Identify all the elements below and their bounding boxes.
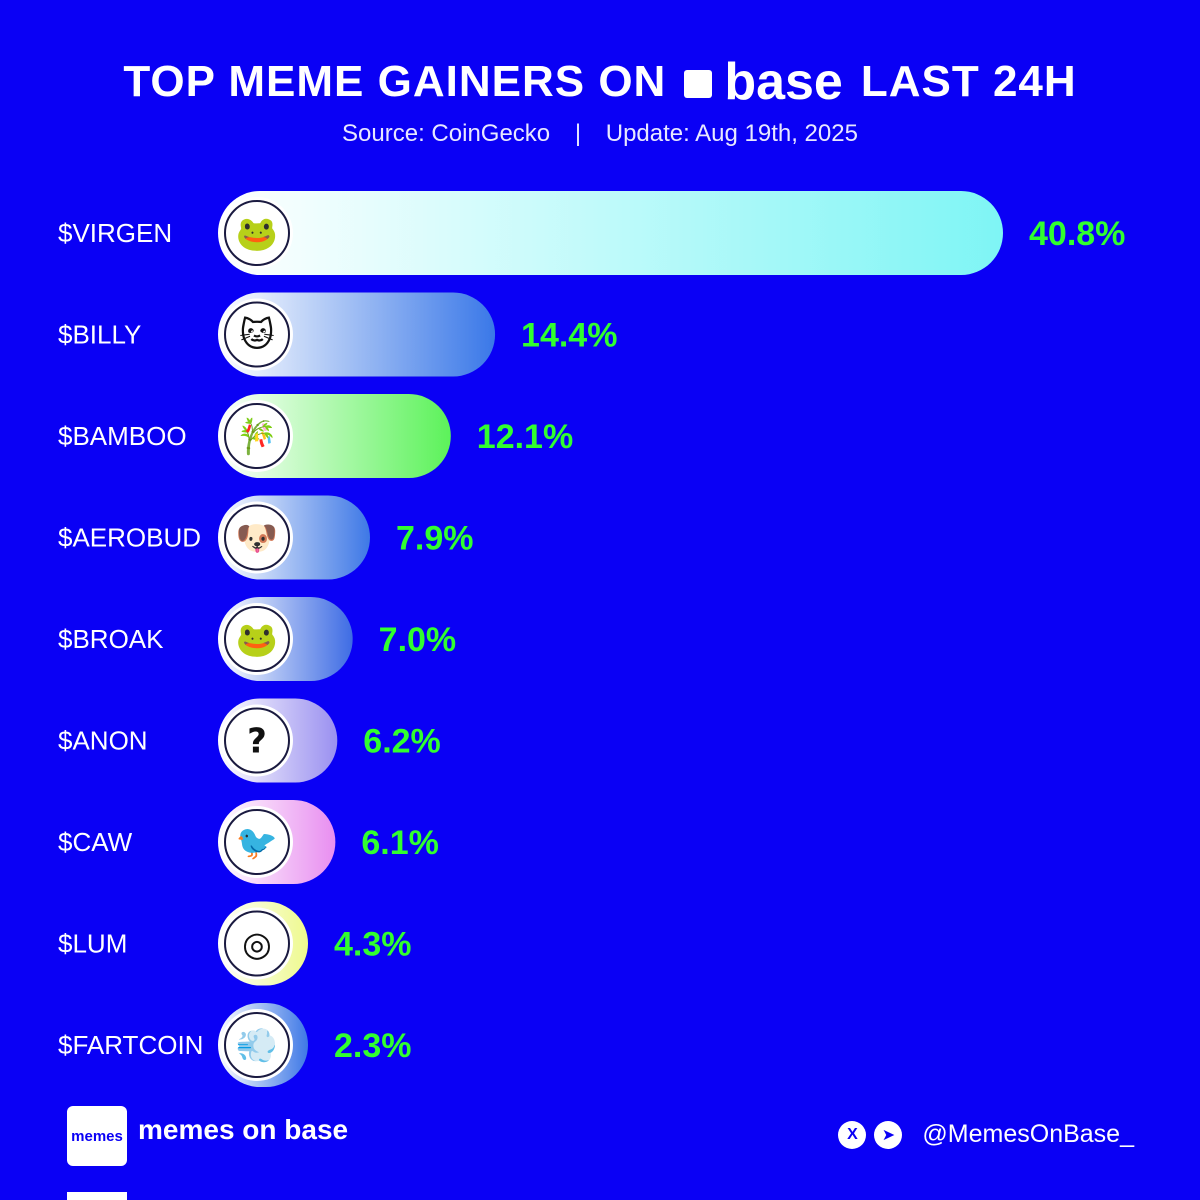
social-handle[interactable]: @MemesOnBase_ xyxy=(922,1120,1134,1148)
blue-cat-icon xyxy=(224,301,290,368)
bar xyxy=(218,191,1003,275)
coin-icon-glyph: ? xyxy=(247,722,267,762)
category-label: $BILLY xyxy=(58,320,141,350)
crow-icon xyxy=(224,809,290,875)
coin-icon-glyph: 🐦 xyxy=(236,823,278,863)
coin-icon-glyph: 🐶 xyxy=(236,519,278,559)
coin-icon-glyph: 💨 xyxy=(236,1026,278,1066)
value-label: 7.0% xyxy=(379,621,457,659)
coin-icon-glyph: ◎ xyxy=(242,925,272,965)
footer-brand: memes on base xyxy=(138,1114,349,1145)
category-label: $BROAK xyxy=(58,624,164,654)
spiral-icon xyxy=(224,910,290,977)
category-label: $FARTCOIN xyxy=(58,1030,203,1060)
title-brand: base xyxy=(724,53,843,111)
category-label: $LUM xyxy=(58,929,127,959)
coin-icon-glyph: 🐸 xyxy=(236,214,278,254)
bar-row-fartcoin: $FARTCOIN 💨 2.3% xyxy=(58,1003,412,1087)
title-suffix: LAST 24H xyxy=(860,57,1077,106)
value-label: 14.4% xyxy=(521,317,617,355)
dog-icon xyxy=(224,504,290,571)
update-text: Update: Aug 19th, 2025 xyxy=(605,120,858,147)
telegram-icon[interactable]: ➤ xyxy=(874,1120,903,1149)
coin-icon-glyph: 🎋 xyxy=(236,417,278,457)
bar-row-aerobud: $AEROBUD 🐶 7.9% xyxy=(58,495,474,580)
value-label: 7.9% xyxy=(396,520,474,558)
memes-logo-text: memes xyxy=(71,1127,123,1145)
bar-row-caw: $CAW 🐦 6.1% xyxy=(58,800,439,884)
category-label: $ANON xyxy=(58,726,148,756)
bar-row-broak: $BROAK 🐸 7.0% xyxy=(58,597,456,681)
value-label: 4.3% xyxy=(334,926,412,964)
chart-subtitle: Source: CoinGecko | Update: Aug 19th, 20… xyxy=(0,120,1200,148)
category-label: $VIRGEN xyxy=(58,218,172,248)
base-logo-icon xyxy=(684,70,713,98)
pepe-tuxedo-icon xyxy=(224,200,290,266)
value-label: 40.8% xyxy=(1029,215,1125,253)
bar xyxy=(218,292,496,377)
category-label: $CAW xyxy=(58,827,133,857)
question-mark-icon xyxy=(224,707,290,774)
bar-row-lum: $LUM ◎ 4.3% xyxy=(58,901,412,986)
category-label: $AEROBUD xyxy=(58,523,201,553)
subtitle-separator: | xyxy=(574,120,582,147)
coin-icon-glyph: 🐱 xyxy=(239,316,274,356)
bar-row-bamboo: $BAMBOO 🎋 12.1% xyxy=(58,394,573,478)
bar-row-virgen: $VIRGEN 🐸 40.8% xyxy=(58,191,1125,275)
category-label: $BAMBOO xyxy=(58,421,187,451)
value-label: 6.2% xyxy=(363,723,441,761)
source-text: Source: CoinGecko xyxy=(342,120,551,147)
value-label: 12.1% xyxy=(477,418,573,456)
x-icon[interactable]: X xyxy=(838,1120,867,1149)
bar-row-billy: $BILLY 🐱 14.4% xyxy=(58,292,617,377)
cropped-logo-edge xyxy=(67,1192,127,1200)
memes-logo-icon: memes xyxy=(67,1106,127,1166)
title-prefix: TOP MEME GAINERS ON xyxy=(123,57,667,106)
bar-row-anon: $ANON? 6.2% xyxy=(58,698,441,783)
fartcoin-icon xyxy=(224,1012,290,1078)
frog-icon xyxy=(224,606,290,672)
footer-social: X ➤ @MemesOnBase_ xyxy=(838,1120,1134,1149)
bamboo-icon xyxy=(224,403,290,469)
chart-title: TOP MEME GAINERS ON base LAST 24H xyxy=(0,52,1200,112)
coin-icon-glyph: 🐸 xyxy=(236,620,278,660)
value-label: 2.3% xyxy=(334,1027,412,1065)
value-label: 6.1% xyxy=(361,824,439,862)
